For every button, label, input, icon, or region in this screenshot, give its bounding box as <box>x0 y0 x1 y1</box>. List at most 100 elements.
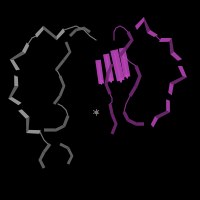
Polygon shape <box>155 116 158 119</box>
Polygon shape <box>10 59 14 60</box>
Polygon shape <box>119 55 121 57</box>
Polygon shape <box>155 116 158 119</box>
Polygon shape <box>67 147 69 149</box>
Polygon shape <box>144 17 150 33</box>
Polygon shape <box>147 30 150 33</box>
Polygon shape <box>26 130 29 133</box>
Polygon shape <box>49 143 51 145</box>
Polygon shape <box>69 35 71 37</box>
Polygon shape <box>10 59 14 60</box>
Polygon shape <box>170 52 174 54</box>
Polygon shape <box>14 86 18 87</box>
Polygon shape <box>147 30 150 33</box>
Polygon shape <box>10 59 14 60</box>
Polygon shape <box>166 111 170 112</box>
Polygon shape <box>75 27 84 31</box>
Polygon shape <box>159 38 161 42</box>
Polygon shape <box>49 143 51 145</box>
Polygon shape <box>134 85 138 87</box>
Polygon shape <box>127 119 129 121</box>
Polygon shape <box>53 103 55 105</box>
Polygon shape <box>63 59 65 61</box>
Polygon shape <box>135 26 137 30</box>
Polygon shape <box>27 42 29 46</box>
Polygon shape <box>135 26 137 30</box>
Polygon shape <box>27 42 29 46</box>
Polygon shape <box>38 160 45 169</box>
Polygon shape <box>170 52 174 54</box>
Polygon shape <box>43 26 44 30</box>
Polygon shape <box>55 69 57 71</box>
Polygon shape <box>26 130 29 133</box>
Polygon shape <box>155 116 158 119</box>
Polygon shape <box>169 38 172 42</box>
Polygon shape <box>18 109 22 111</box>
Polygon shape <box>127 119 129 121</box>
Polygon shape <box>63 125 65 127</box>
Polygon shape <box>56 36 57 40</box>
Polygon shape <box>135 26 137 30</box>
Polygon shape <box>119 55 121 57</box>
Polygon shape <box>67 147 69 149</box>
Polygon shape <box>155 116 158 119</box>
Polygon shape <box>169 38 172 42</box>
Polygon shape <box>134 85 138 87</box>
Polygon shape <box>125 47 127 49</box>
Polygon shape <box>10 59 14 60</box>
Polygon shape <box>169 38 172 42</box>
Polygon shape <box>59 95 61 97</box>
Polygon shape <box>35 34 37 38</box>
Polygon shape <box>166 111 170 112</box>
Polygon shape <box>26 130 29 133</box>
Polygon shape <box>75 29 77 31</box>
Polygon shape <box>43 151 45 153</box>
Polygon shape <box>43 151 45 153</box>
Polygon shape <box>166 111 170 112</box>
Polygon shape <box>127 119 129 121</box>
Polygon shape <box>10 59 14 60</box>
Polygon shape <box>151 116 158 128</box>
Polygon shape <box>59 95 61 97</box>
Polygon shape <box>147 30 150 33</box>
Polygon shape <box>14 86 18 87</box>
Polygon shape <box>18 109 22 111</box>
Polygon shape <box>135 26 137 30</box>
Polygon shape <box>55 69 57 71</box>
Polygon shape <box>59 95 61 97</box>
Polygon shape <box>43 151 45 153</box>
Polygon shape <box>63 125 65 127</box>
Polygon shape <box>75 29 77 31</box>
Polygon shape <box>170 83 174 85</box>
Polygon shape <box>166 111 170 112</box>
Polygon shape <box>166 111 170 112</box>
Polygon shape <box>166 99 170 101</box>
Polygon shape <box>18 109 22 111</box>
Polygon shape <box>8 97 12 99</box>
Polygon shape <box>159 38 161 42</box>
Polygon shape <box>170 83 174 85</box>
Polygon shape <box>67 147 69 149</box>
Polygon shape <box>14 86 18 87</box>
Polygon shape <box>169 38 172 42</box>
Polygon shape <box>69 35 71 37</box>
Polygon shape <box>14 75 18 77</box>
Polygon shape <box>10 59 14 60</box>
Polygon shape <box>18 109 22 111</box>
Polygon shape <box>166 111 170 112</box>
Polygon shape <box>67 147 69 149</box>
Polygon shape <box>155 116 158 119</box>
Polygon shape <box>18 109 22 111</box>
Polygon shape <box>43 151 45 153</box>
Polygon shape <box>53 103 55 105</box>
Polygon shape <box>49 143 51 145</box>
Polygon shape <box>49 143 51 145</box>
Polygon shape <box>53 103 55 105</box>
Polygon shape <box>55 69 57 71</box>
Polygon shape <box>26 130 29 133</box>
Polygon shape <box>127 119 129 121</box>
Polygon shape <box>125 47 127 49</box>
Polygon shape <box>26 130 29 133</box>
Polygon shape <box>69 35 71 37</box>
Polygon shape <box>159 38 161 42</box>
Polygon shape <box>169 38 172 42</box>
